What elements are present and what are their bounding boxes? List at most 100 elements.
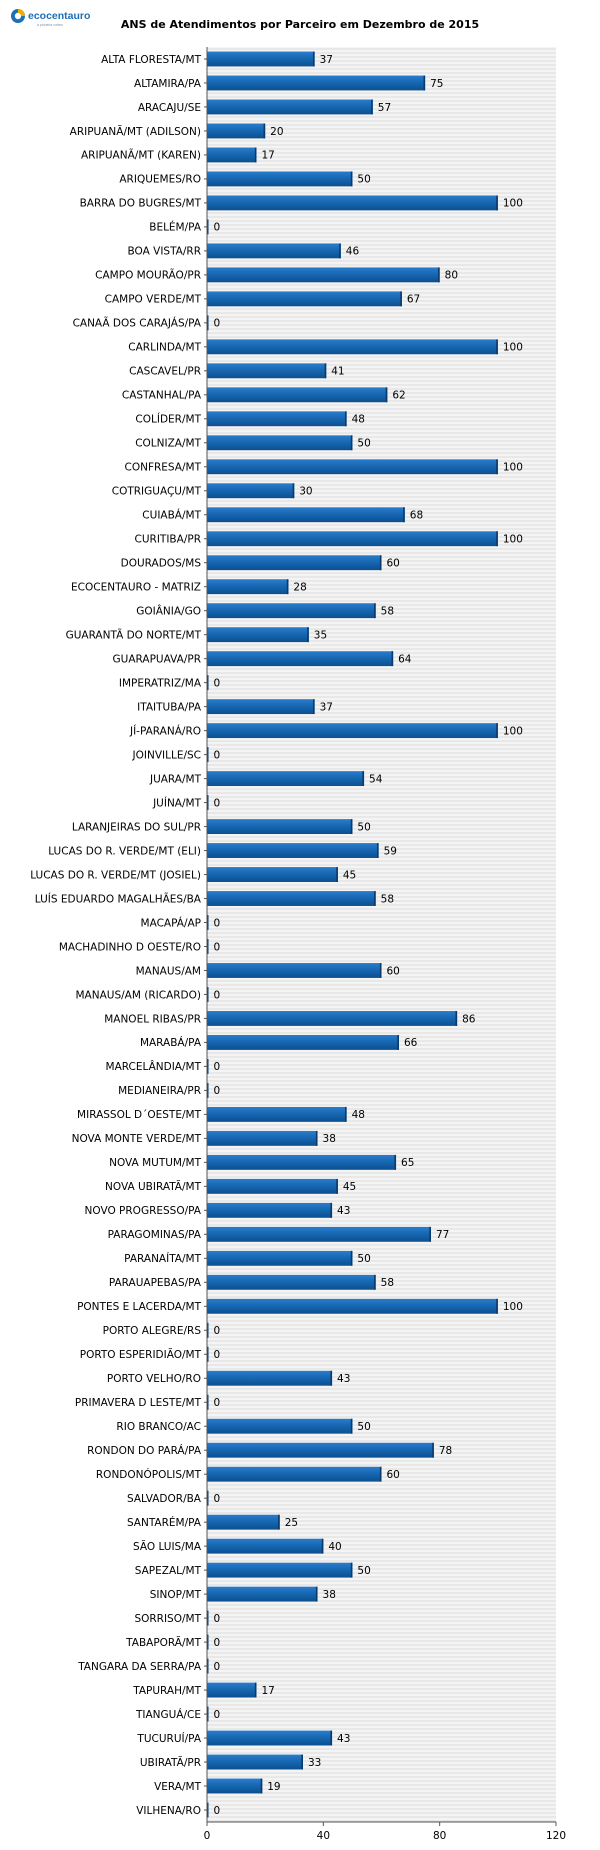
category-label: VILHENA/RO: [136, 1805, 201, 1817]
bar-value-label: 37: [320, 701, 333, 713]
bar-end-cap: [330, 1202, 333, 1218]
bar-end-cap: [206, 675, 209, 691]
bar: [207, 339, 498, 355]
bar-end-cap: [330, 1370, 333, 1386]
bar-end-cap: [206, 747, 209, 763]
logo-tagline: a pioneira cortes: [37, 23, 63, 27]
bar: [207, 819, 353, 834]
bar: [207, 699, 315, 715]
bar-value-label: 0: [214, 989, 221, 1001]
bars: [206, 51, 498, 1818]
bar-end-cap: [432, 1442, 434, 1458]
bar-value-label: 50: [357, 438, 370, 450]
category-label: MANAUS/AM: [136, 965, 201, 977]
category-label: ARIPUANÃ/MT (ADILSON): [70, 125, 201, 138]
category-label: TIANGUÁ/CE: [135, 1708, 201, 1721]
bar-end-cap: [206, 987, 209, 1002]
category-label: JUARA/MT: [149, 773, 202, 785]
bar: [207, 1754, 303, 1770]
bar-end-cap: [263, 123, 266, 139]
category-label: PARAGOMINAS/PA: [108, 1229, 202, 1241]
bar: [207, 1274, 376, 1290]
category-label: CASCAVEL/PR: [129, 366, 201, 378]
bar-value-label: 48: [352, 1109, 365, 1121]
category-label: BOA VISTA/RR: [128, 246, 201, 258]
bar-value-label: 68: [410, 510, 423, 522]
bar-end-cap: [336, 1178, 338, 1194]
category-label: MANAUS/AM (RICARDO): [76, 989, 202, 1001]
category-labels: ALTA FLORESTA/MT 37 ALTAMIRA/PA 75 ARACAJU/S…: [30, 54, 523, 1817]
bar-end-cap: [254, 1682, 257, 1698]
category-label: LARANJEIRAS DO SUL/PR: [72, 821, 201, 833]
bar-end-cap: [403, 507, 405, 523]
bar-value-label: 41: [331, 366, 344, 378]
bar: [207, 1730, 333, 1746]
bar-end-cap: [438, 267, 440, 283]
category-label: IMPERATRIZ/MA: [119, 677, 202, 689]
category-label: PRIMAVERA D LESTE/MT: [75, 1397, 202, 1409]
category-label: LUCAS DO R. VERDE/MT (ELI): [48, 845, 201, 857]
bar-value-label: 100: [503, 1301, 523, 1313]
category-label: MIRASSOL D´OESTE/MT: [77, 1109, 202, 1121]
bar-value-label: 0: [214, 1661, 221, 1673]
bar-end-cap: [350, 171, 353, 187]
bar-end-cap: [423, 75, 426, 91]
category-label: CONFRESA/MT: [125, 462, 202, 474]
bar-value-label: 0: [214, 1325, 221, 1337]
category-label: MACHADINHO D OESTE/RO: [59, 941, 201, 953]
category-label: PORTO ALEGRE/RS: [103, 1325, 202, 1337]
category-label: BARRA DO BUGRES/MT: [80, 198, 202, 210]
bar-end-cap: [206, 315, 209, 331]
bar: [207, 843, 379, 858]
bar-value-label: 60: [387, 1469, 400, 1481]
bar-end-cap: [313, 699, 315, 715]
bar: [207, 1586, 318, 1602]
bar-end-cap: [286, 579, 289, 595]
category-label: VERA/MT: [154, 1781, 201, 1793]
category-label: CASTANHAL/PA: [122, 390, 202, 402]
bar-value-label: 30: [299, 486, 312, 498]
category-label: ALTAMIRA/PA: [134, 78, 202, 90]
bar: [207, 579, 289, 595]
bar-value-label: 0: [214, 1709, 221, 1721]
bar-value-label: 45: [343, 869, 356, 881]
bar-value-label: 86: [462, 1013, 476, 1025]
bar: [207, 291, 402, 307]
bar: [207, 1370, 333, 1386]
category-label: NOVO PROGRESSO/PA: [85, 1205, 202, 1217]
bar: [207, 1106, 347, 1122]
bar-end-cap: [376, 843, 379, 858]
bar-value-label: 0: [214, 1493, 221, 1505]
bar-end-cap: [292, 483, 295, 499]
category-label: RONDON DO PARÁ/PA: [87, 1444, 202, 1457]
category-label: ALTA FLORESTA/MT: [101, 54, 201, 66]
bar-value-label: 75: [430, 78, 443, 90]
bar-end-cap: [374, 603, 376, 619]
bar-end-cap: [206, 939, 209, 954]
bar-value-label: 28: [293, 581, 306, 593]
bar: [207, 531, 498, 547]
bar-value-label: 0: [214, 917, 221, 929]
bar: [207, 1226, 431, 1242]
category-label: PONTES E LACERDA/MT: [77, 1301, 202, 1313]
bar-value-label: 50: [357, 821, 370, 833]
bar-value-label: 0: [214, 1349, 221, 1361]
x-tick-label: 0: [204, 1830, 211, 1842]
bar-value-label: 37: [320, 54, 333, 66]
bar-value-label: 25: [285, 1517, 298, 1529]
bar-value-label: 58: [381, 1277, 394, 1289]
chart-title: ANS de Atendimentos por Parceiro em Deze…: [120, 18, 480, 31]
bar-end-cap: [206, 795, 209, 811]
bar: [207, 1250, 353, 1266]
bar: [207, 603, 376, 619]
bar-value-label: 0: [214, 1805, 221, 1817]
bar: [207, 147, 257, 163]
bar: [207, 627, 309, 643]
bar-end-cap: [496, 1298, 498, 1314]
category-label: MARABÁ/PA: [140, 1036, 202, 1049]
category-label: SALVADOR/BA: [127, 1493, 202, 1505]
category-label: JÍ-PARANÁ/RO: [129, 724, 201, 737]
bar-end-cap: [371, 99, 373, 115]
bar-value-label: 33: [308, 1757, 321, 1769]
bar-end-cap: [391, 651, 394, 667]
